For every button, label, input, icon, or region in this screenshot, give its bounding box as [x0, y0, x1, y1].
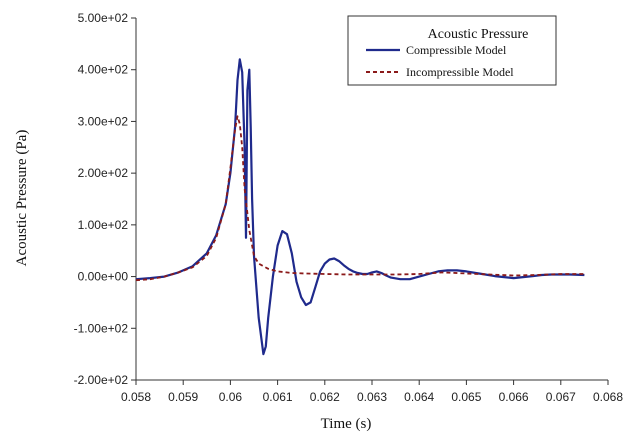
- x-tick-label: 0.064: [404, 390, 434, 404]
- x-tick-label: 0.059: [168, 390, 198, 404]
- y-tick-label: 1.00e+02: [78, 218, 129, 232]
- x-axis-ticks: 0.058 0.059 0.06 0.061 0.062 0.063 0.064 0.065 0…: [121, 380, 623, 404]
- y-tick-label: 5.00e+02: [78, 11, 129, 25]
- legend-label-incompressible: Incompressible Model: [406, 65, 514, 79]
- y-axis-ticks: 5.00e+02 4.00e+02 3.00e+02 2.00e+02 1.00e+02…: [74, 11, 136, 387]
- legend-title: Acoustic Pressure: [428, 27, 529, 42]
- x-tick-label: 0.062: [310, 390, 340, 404]
- series-layer: [135, 58, 585, 356]
- y-tick-label: -2.00e+02: [74, 373, 129, 387]
- series-line-compressible-model: [135, 58, 585, 356]
- x-tick-label: 0.066: [499, 390, 529, 404]
- legend: Acoustic Pressure Compressible Model Inc…: [347, 15, 557, 86]
- y-tick-label: 3.00e+02: [78, 114, 129, 128]
- x-tick-label: 0.068: [593, 390, 623, 404]
- x-tick-label: 0.06: [219, 390, 243, 404]
- y-axis-title: Acoustic Pressure (Pa): [14, 130, 30, 267]
- x-tick-label: 0.058: [121, 390, 151, 404]
- y-tick-label: -1.00e+02: [74, 321, 129, 335]
- y-tick-label: 4.00e+02: [78, 63, 129, 77]
- x-tick-label: 0.063: [357, 390, 387, 404]
- x-tick-label: 0.067: [546, 390, 576, 404]
- y-tick-label: 2.00e+02: [78, 166, 129, 180]
- x-axis-title: Time (s): [321, 416, 372, 432]
- legend-label-compressible: Compressible Model: [406, 43, 507, 57]
- y-tick-label: 0.00e+00: [78, 270, 129, 284]
- x-tick-label: 0.061: [263, 390, 293, 404]
- x-tick-label: 0.065: [451, 390, 481, 404]
